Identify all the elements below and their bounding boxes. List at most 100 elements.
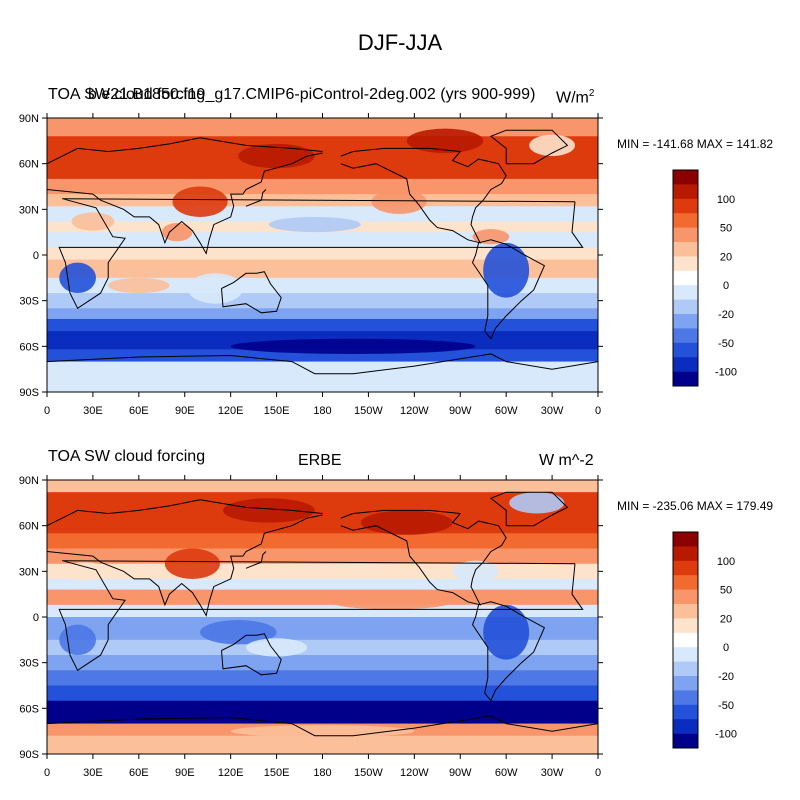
colorbar-swatch	[673, 328, 698, 344]
y-tick-label: 30N	[19, 566, 39, 578]
colorbar-swatch	[673, 170, 698, 185]
map-field	[47, 118, 598, 392]
field-anomaly	[172, 186, 228, 217]
colorbar-swatch	[673, 661, 698, 677]
colorbar-label: 100	[717, 556, 735, 568]
field-band	[47, 308, 598, 320]
y-tick-label: 60N	[19, 521, 39, 533]
x-tick-label: 0	[595, 767, 601, 779]
colorbar-swatch	[673, 299, 698, 315]
coastline	[47, 499, 323, 527]
colorbar-label: 0	[723, 642, 729, 654]
colorbar-swatch	[673, 733, 698, 749]
coastline	[245, 551, 267, 569]
field-anomaly	[371, 189, 427, 214]
y-tick-label: 60S	[19, 703, 39, 715]
panel1-left-title: TOA SW cloud forcing	[48, 86, 206, 103]
colorbar-label: 20	[720, 613, 732, 625]
colorbar-label: -100	[715, 729, 737, 741]
y-tick-label: 60N	[19, 159, 39, 171]
map-field	[47, 480, 598, 754]
field-band	[47, 617, 598, 641]
coastline	[221, 271, 282, 314]
colorbar-swatch	[673, 532, 698, 547]
field-anomaly	[245, 638, 308, 657]
colorbar-label: -20	[718, 671, 734, 683]
colorbar-swatch	[673, 719, 698, 734]
coastline	[47, 152, 323, 255]
x-tick-label: 0	[595, 405, 601, 417]
field-band	[47, 277, 598, 294]
field-anomaly	[59, 624, 96, 656]
coastline	[340, 509, 507, 606]
x-tick-label: 120E	[218, 767, 244, 779]
colorbar-label: 100	[717, 194, 735, 206]
field-band	[47, 655, 598, 671]
colorbar-label: 50	[720, 223, 732, 235]
colorbar-swatch	[673, 560, 698, 576]
y-tick-label: 90N	[19, 113, 39, 125]
x-tick-label: 150E	[264, 767, 290, 779]
field-anomaly	[472, 229, 510, 245]
colorbar-swatch	[673, 314, 698, 329]
colorbar-swatch	[673, 604, 698, 619]
field-band	[47, 604, 598, 618]
coastline	[58, 560, 584, 672]
x-tick-label: 90W	[449, 405, 472, 417]
colorbar-swatch	[673, 285, 698, 300]
field-anomaly	[529, 134, 576, 157]
field-band	[47, 247, 598, 261]
panel1-center-title: b.e21.B1850.f19_g17.CMIP6-piControl-2deg…	[88, 86, 536, 103]
field-band	[47, 118, 598, 137]
colorbar-swatch	[673, 357, 698, 372]
colorbar-swatch	[673, 227, 698, 243]
colorbar-swatch	[673, 676, 698, 691]
x-tick-label: 150W	[354, 767, 383, 779]
panel2-minmax: MIN = -235.06 MAX = 179.49	[617, 499, 774, 513]
y-tick-label: 90S	[19, 749, 39, 761]
colorbar-label: -50	[718, 700, 734, 712]
colorbar-swatch	[673, 704, 698, 720]
field-anomaly	[509, 492, 565, 514]
x-tick-label: 60W	[495, 405, 518, 417]
field-band	[47, 533, 598, 549]
x-tick-label: 120W	[400, 767, 429, 779]
panel2-left-title: TOA SW cloud forcing	[48, 448, 206, 465]
y-tick-label: 30S	[19, 296, 39, 308]
field-band	[47, 178, 598, 195]
colorbar: 100 50 20 0 -20 -50 -100	[672, 531, 737, 749]
panel1-units-sup: 2	[588, 88, 595, 99]
field-anomaly	[483, 242, 530, 298]
y-tick-label: 30N	[19, 204, 39, 216]
colorbar-swatch	[673, 575, 698, 590]
field-anomaly	[483, 604, 530, 660]
coastline	[221, 633, 282, 676]
coastline	[489, 129, 569, 165]
coastline	[47, 353, 598, 375]
panel2-center-title: ERBE	[298, 452, 342, 469]
field-band	[47, 361, 598, 392]
x-tick-label: 150E	[264, 405, 290, 417]
x-tick-label: 180	[313, 405, 331, 417]
coastline	[245, 189, 267, 207]
y-tick-label: 90N	[19, 475, 39, 487]
coastline	[58, 198, 584, 310]
x-tick-label: 90E	[175, 767, 195, 779]
field-anomaly	[230, 338, 476, 354]
colorbar-label: 0	[723, 280, 729, 292]
coastline	[471, 601, 546, 702]
field-band	[47, 492, 598, 511]
colorbar-swatch	[673, 618, 698, 634]
field-band	[47, 589, 598, 606]
panel1-units: W/m2	[556, 88, 594, 107]
field-band	[47, 563, 598, 580]
colorbar-swatch	[673, 270, 698, 286]
coastline	[47, 715, 598, 737]
field-band	[47, 735, 598, 754]
field-anomaly	[164, 548, 220, 579]
field-anomaly	[406, 128, 484, 154]
colorbar-label: 20	[720, 251, 732, 263]
map-panel-2: 0 30E 60E 90E 120E 150E 180 150W 120W 90W 60W 30W 09…	[19, 475, 737, 779]
colorbar-swatch	[673, 184, 698, 200]
